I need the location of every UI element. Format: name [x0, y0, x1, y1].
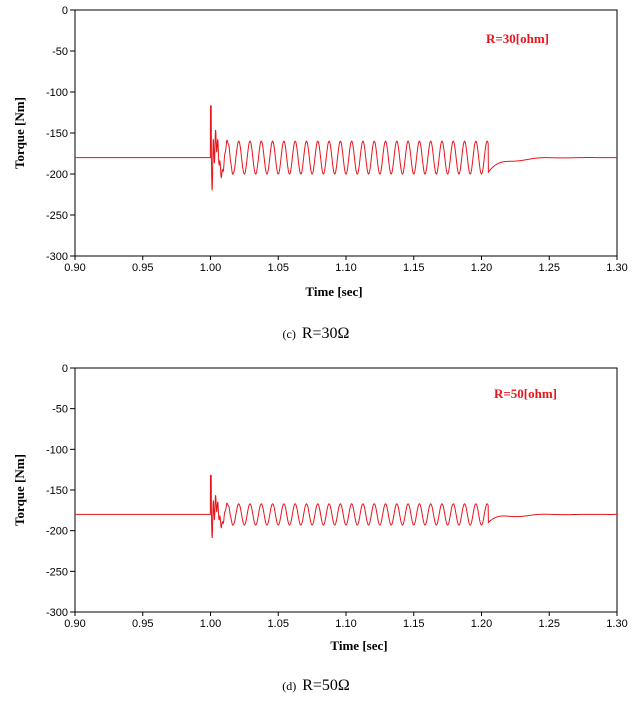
y-ticks: 0 -50 -100 -150 -200 -250 -300	[46, 363, 75, 619]
y-tick-label: -150	[46, 128, 68, 140]
y-tick-label: -300	[46, 607, 68, 619]
caption-text: R=30Ω	[302, 325, 350, 342]
x-tick-label: 1.15	[403, 618, 424, 630]
y-tick-label: -250	[46, 566, 68, 578]
x-tick-label: 1.20	[471, 618, 492, 630]
panel-caption: (d) R=50Ω	[282, 677, 350, 694]
y-tick-label: -150	[46, 485, 68, 497]
x-tick-label: 1.05	[268, 262, 289, 274]
x-tick-label: 0.90	[64, 262, 85, 274]
y-axis-label: Torque [Nm]	[12, 454, 27, 526]
x-tick-label: 1.00	[200, 618, 221, 630]
x-tick-label: 1.10	[335, 262, 356, 274]
resistance-annotation: R=50[ohm]	[494, 386, 557, 401]
chart-panel-c: 0 -50 -100 -150 -200 -250 -300 0.90 0.95 1.00 1.0…	[12, 5, 628, 342]
x-axis-label: Time [sec]	[330, 638, 387, 653]
x-tick-label: 1.25	[539, 618, 560, 630]
x-tick-label: 0.95	[132, 618, 153, 630]
plot-area-frame	[74, 367, 618, 613]
y-tick-label: -100	[46, 87, 68, 99]
x-tick-label: 1.30	[606, 262, 627, 274]
chart-panel-d: 0 -50 -100 -150 -200 -250 -300 0.90 0.95 1.00 1.0…	[12, 363, 628, 694]
y-tick-label: 0	[62, 363, 68, 375]
y-tick-label: -250	[46, 210, 68, 222]
caption-prefix: (c)	[283, 327, 296, 341]
plot-area-frame	[74, 9, 618, 257]
y-tick-label: -50	[52, 404, 68, 416]
x-tick-label: 1.25	[539, 262, 560, 274]
x-tick-label: 1.00	[200, 262, 221, 274]
panel-caption: (c) R=30Ω	[283, 325, 350, 342]
y-tick-label: -200	[46, 169, 68, 181]
x-tick-label: 1.15	[403, 262, 424, 274]
resistance-annotation: R=30[ohm]	[486, 31, 549, 46]
x-tick-label: 1.05	[268, 618, 289, 630]
y-ticks: 0 -50 -100 -150 -200 -250 -300	[46, 5, 75, 263]
torque-series-line	[75, 105, 617, 191]
y-tick-label: -300	[46, 251, 68, 263]
torque-series-line	[75, 474, 617, 539]
x-ticks: 0.90 0.95 1.00 1.05 1.10 1.15 1.20 1.25 1.30	[64, 256, 628, 274]
y-tick-label: -200	[46, 526, 68, 538]
y-tick-label: -100	[46, 444, 68, 456]
y-tick-label: 0	[62, 5, 68, 17]
x-axis-label: Time [sec]	[305, 284, 362, 299]
caption-prefix: (d)	[282, 679, 296, 693]
x-tick-label: 1.30	[606, 618, 627, 630]
caption-text: R=50Ω	[302, 677, 350, 694]
x-tick-label: 0.90	[64, 618, 85, 630]
x-tick-label: 1.10	[335, 618, 356, 630]
x-ticks: 0.90 0.95 1.00 1.05 1.10 1.15 1.20 1.25 1.30	[64, 612, 628, 630]
y-tick-label: -50	[52, 46, 68, 58]
x-tick-label: 0.95	[132, 262, 153, 274]
x-tick-label: 1.20	[471, 262, 492, 274]
y-axis-label: Torque [Nm]	[12, 97, 27, 169]
